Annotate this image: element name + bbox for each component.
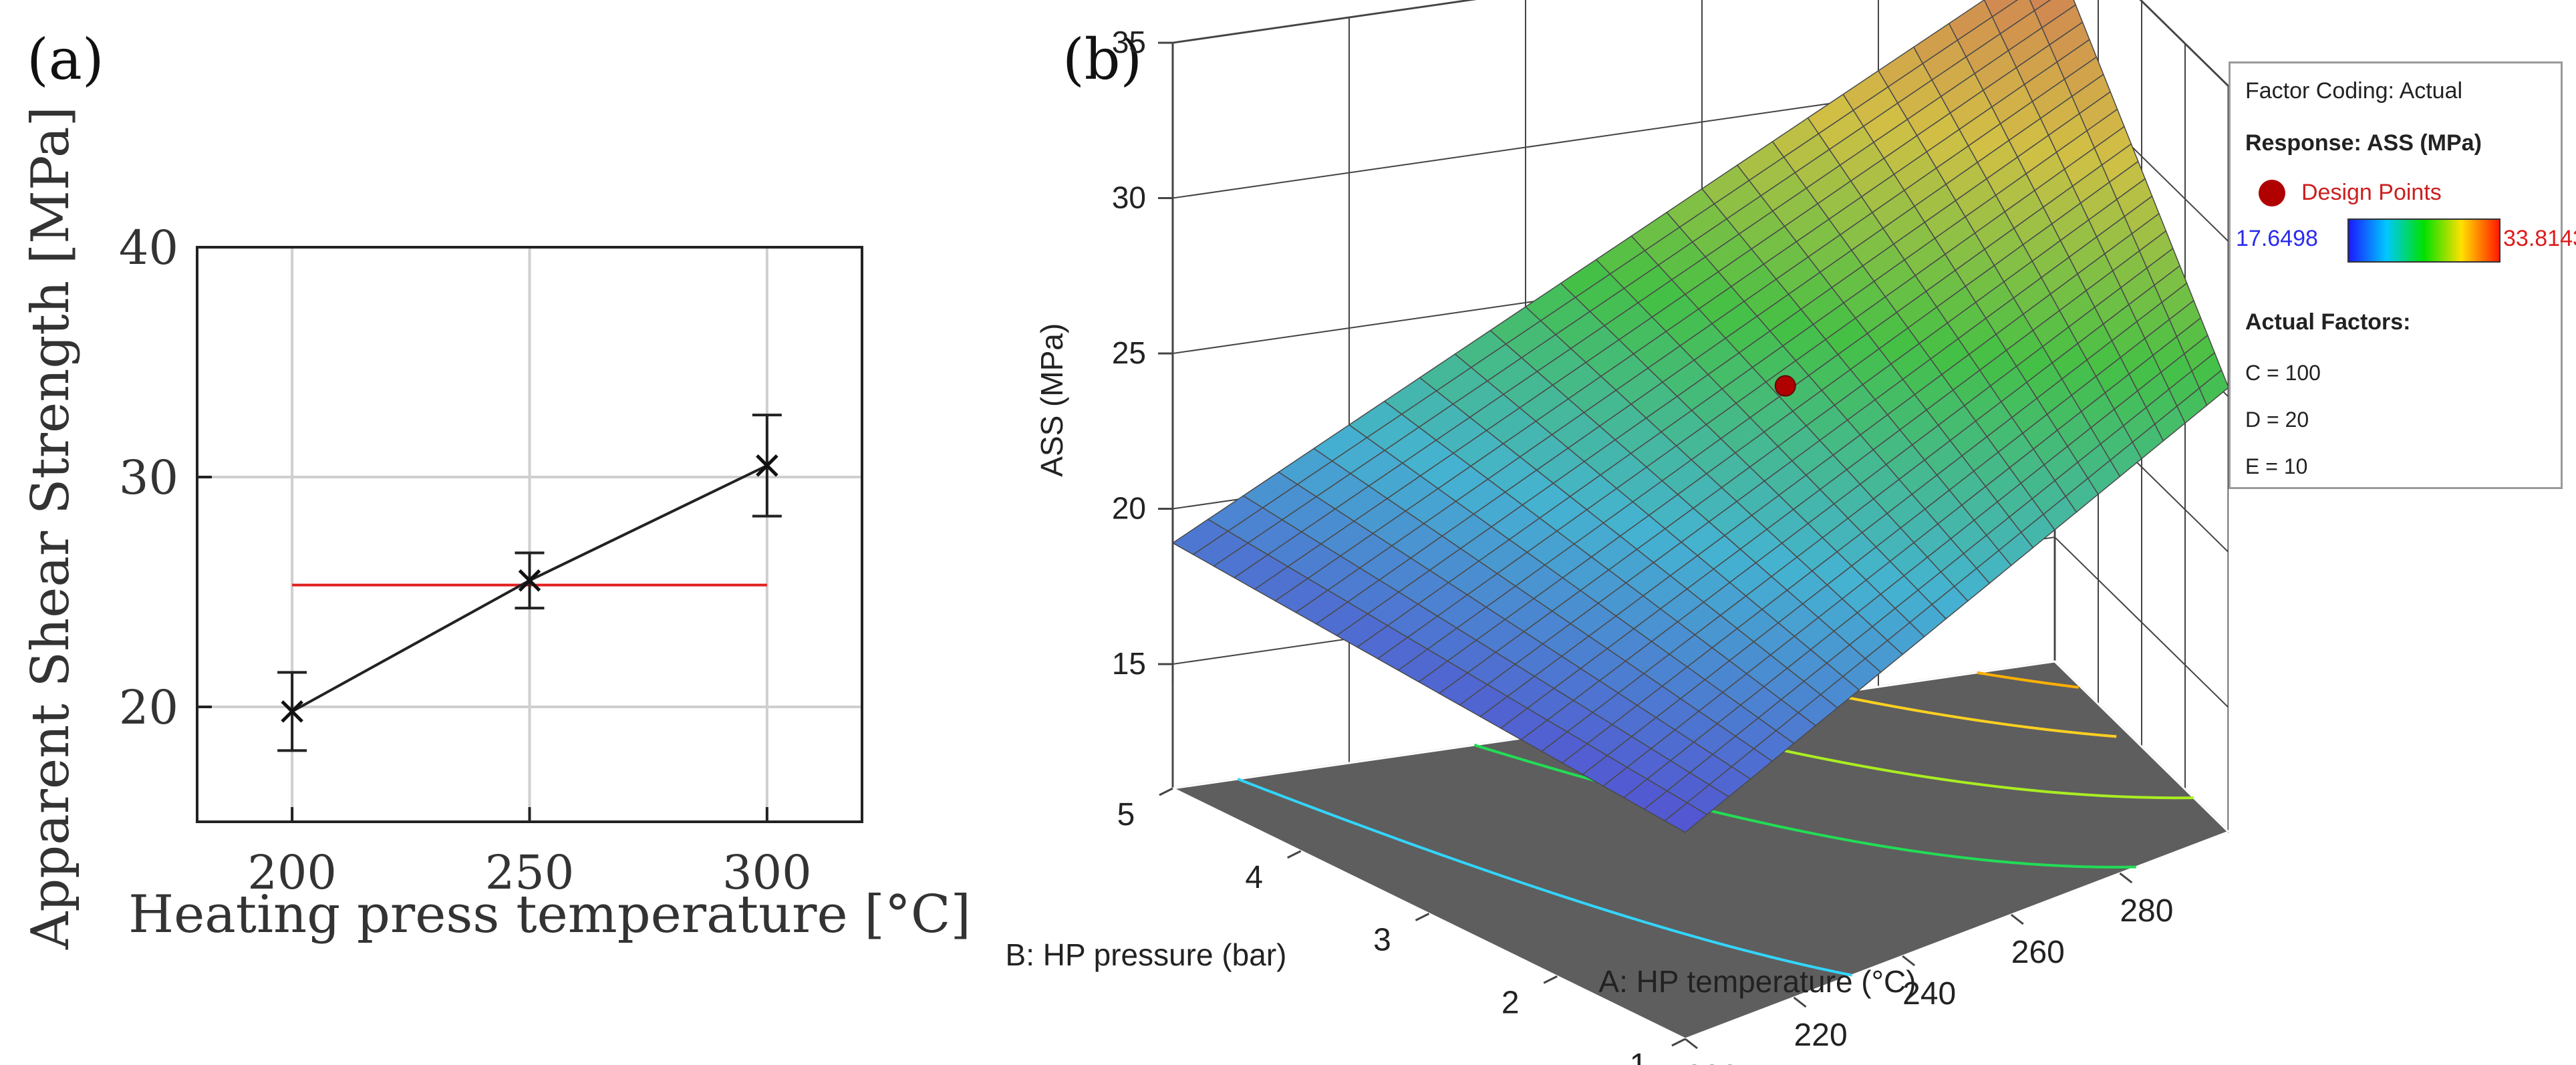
colorbar-max-label: 33.8143 — [2503, 226, 2576, 251]
data-point-200 — [281, 700, 303, 723]
y-tick-label-40: 40 — [119, 220, 178, 275]
pres-tick-5 — [1159, 787, 1173, 796]
pres-tick-1 — [1671, 1038, 1686, 1047]
temp-axis-label: A: HP temperature (°C) — [1598, 964, 1916, 999]
temp-tick-label-200: 200 — [1685, 1059, 1739, 1065]
temp-tick-label-260: 260 — [2011, 935, 2065, 970]
surface-cell — [2029, 0, 2051, 12]
z-tick-label-25: 25 — [1112, 335, 1146, 370]
factor-e-label: E = 10 — [2245, 454, 2308, 478]
response-surface — [1171, 0, 2229, 833]
temp-tick-label-240: 240 — [1902, 976, 1956, 1012]
pres-axis-label: B: HP pressure (bar) — [1006, 937, 1287, 972]
colorbar — [2347, 218, 2500, 263]
y-tick-label-30: 30 — [119, 450, 178, 505]
temp-tick-label-280: 280 — [2120, 893, 2173, 929]
temp-tick-220 — [1793, 996, 1807, 1008]
pres-tick-4 — [1287, 850, 1302, 859]
z-tick-label-15: 15 — [1112, 646, 1146, 681]
floor-contour-30 — [1829, 692, 2117, 738]
base-floor — [1169, 660, 2229, 1040]
temp-tick-260 — [2010, 913, 2024, 925]
design-point — [1774, 375, 1796, 397]
data-point-300 — [756, 454, 778, 477]
y-tick-label-20: 20 — [119, 680, 178, 735]
surface-cell — [1663, 802, 1708, 833]
x-axis-label: Heating press temperature [°C] — [128, 885, 971, 945]
pres-tick-2 — [1543, 975, 1558, 984]
panel-b-label: (b) — [1062, 27, 1143, 92]
floor-contour-20 — [1237, 778, 1853, 977]
actual-factors-title: Actual Factors: — [2245, 309, 2411, 335]
design-point-legend-marker — [2259, 180, 2285, 206]
temp-tick-200 — [1685, 1038, 1698, 1050]
temp-tick-label-220: 220 — [1794, 1018, 1848, 1053]
data-point-250 — [518, 569, 541, 592]
x-tick-label-200: 200 — [247, 845, 337, 900]
pres-tick-3 — [1415, 913, 1430, 921]
pres-tick-label-1: 1 — [1630, 1048, 1648, 1065]
response-label: Response: ASS (MPa) — [2245, 130, 2482, 156]
floor-contour-24 — [1473, 744, 2136, 869]
temp-tick-280 — [2119, 872, 2133, 884]
factor-d-label: D = 20 — [2245, 408, 2309, 432]
factor-c-label: C = 100 — [2245, 361, 2321, 385]
z-tick-label-35: 35 — [1112, 25, 1146, 59]
chart-b-legend: Factor Coding: Actual Response: ASS (MPa… — [2229, 61, 2576, 489]
wall-grid-z-35 — [1172, 0, 2229, 87]
x-tick-label-250: 250 — [485, 845, 575, 900]
floor-contour-32.5 — [1977, 671, 2079, 689]
factor-coding-label: Factor Coding: Actual — [2245, 78, 2463, 104]
pres-tick-label-2: 2 — [1501, 985, 1520, 1020]
design-points-label: Design Points — [2301, 180, 2442, 205]
temp-tick-240 — [1902, 955, 1916, 967]
pres-tick-label-5: 5 — [1117, 797, 1135, 832]
pres-tick-label-3: 3 — [1373, 923, 1391, 958]
y-axis-label: Apparent Shear Strength [MPa] — [21, 106, 81, 950]
pres-tick-label-4: 4 — [1245, 860, 1263, 895]
colorbar-min-label: 17.6498 — [2236, 226, 2318, 251]
chart-a: 200 250 300 20 30 40 Heating press temperature… — [21, 106, 971, 950]
z-tick-label-20: 20 — [1112, 491, 1146, 526]
x-tick-label-300: 300 — [722, 845, 812, 900]
z-tick-label-30: 30 — [1112, 180, 1146, 215]
z-axis-label: ASS (MPa) — [1034, 323, 1069, 477]
panel-a-label: (a) — [27, 27, 104, 92]
